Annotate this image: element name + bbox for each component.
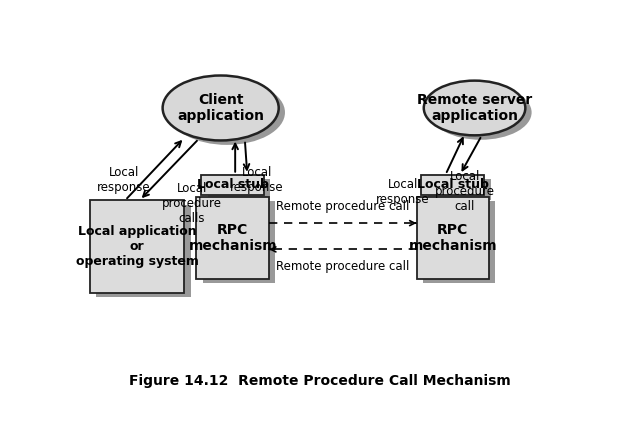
Text: Local
procedure
calls: Local procedure calls [162, 182, 222, 225]
Text: Local
response: Local response [230, 166, 284, 194]
Ellipse shape [163, 75, 279, 140]
FancyBboxPatch shape [202, 174, 264, 195]
Text: RPC
mechanism: RPC mechanism [188, 223, 277, 253]
Ellipse shape [424, 81, 525, 135]
Text: Local stub: Local stub [417, 178, 489, 191]
Text: Remote procedure call: Remote procedure call [276, 260, 409, 273]
FancyBboxPatch shape [96, 205, 191, 297]
Text: Remote server
application: Remote server application [417, 93, 532, 123]
Ellipse shape [169, 80, 285, 145]
FancyBboxPatch shape [417, 197, 489, 279]
Text: Remote procedure call: Remote procedure call [276, 200, 409, 213]
Text: RPC
mechanism: RPC mechanism [409, 223, 497, 253]
FancyBboxPatch shape [421, 174, 484, 195]
Text: Local
response: Local response [376, 178, 430, 206]
Text: Local stub: Local stub [197, 178, 269, 191]
Text: Local
procedure
call: Local procedure call [435, 170, 495, 213]
Text: Local
response: Local response [97, 166, 151, 194]
Ellipse shape [430, 85, 532, 140]
FancyBboxPatch shape [208, 179, 270, 200]
FancyBboxPatch shape [90, 200, 185, 293]
Text: Figure 14.12  Remote Procedure Call Mechanism: Figure 14.12 Remote Procedure Call Mecha… [129, 374, 510, 388]
Text: Local application
or
operating system: Local application or operating system [76, 225, 198, 268]
FancyBboxPatch shape [427, 179, 490, 200]
FancyBboxPatch shape [423, 201, 495, 283]
FancyBboxPatch shape [197, 197, 269, 279]
FancyBboxPatch shape [203, 201, 275, 283]
Text: Client
application: Client application [177, 93, 264, 123]
